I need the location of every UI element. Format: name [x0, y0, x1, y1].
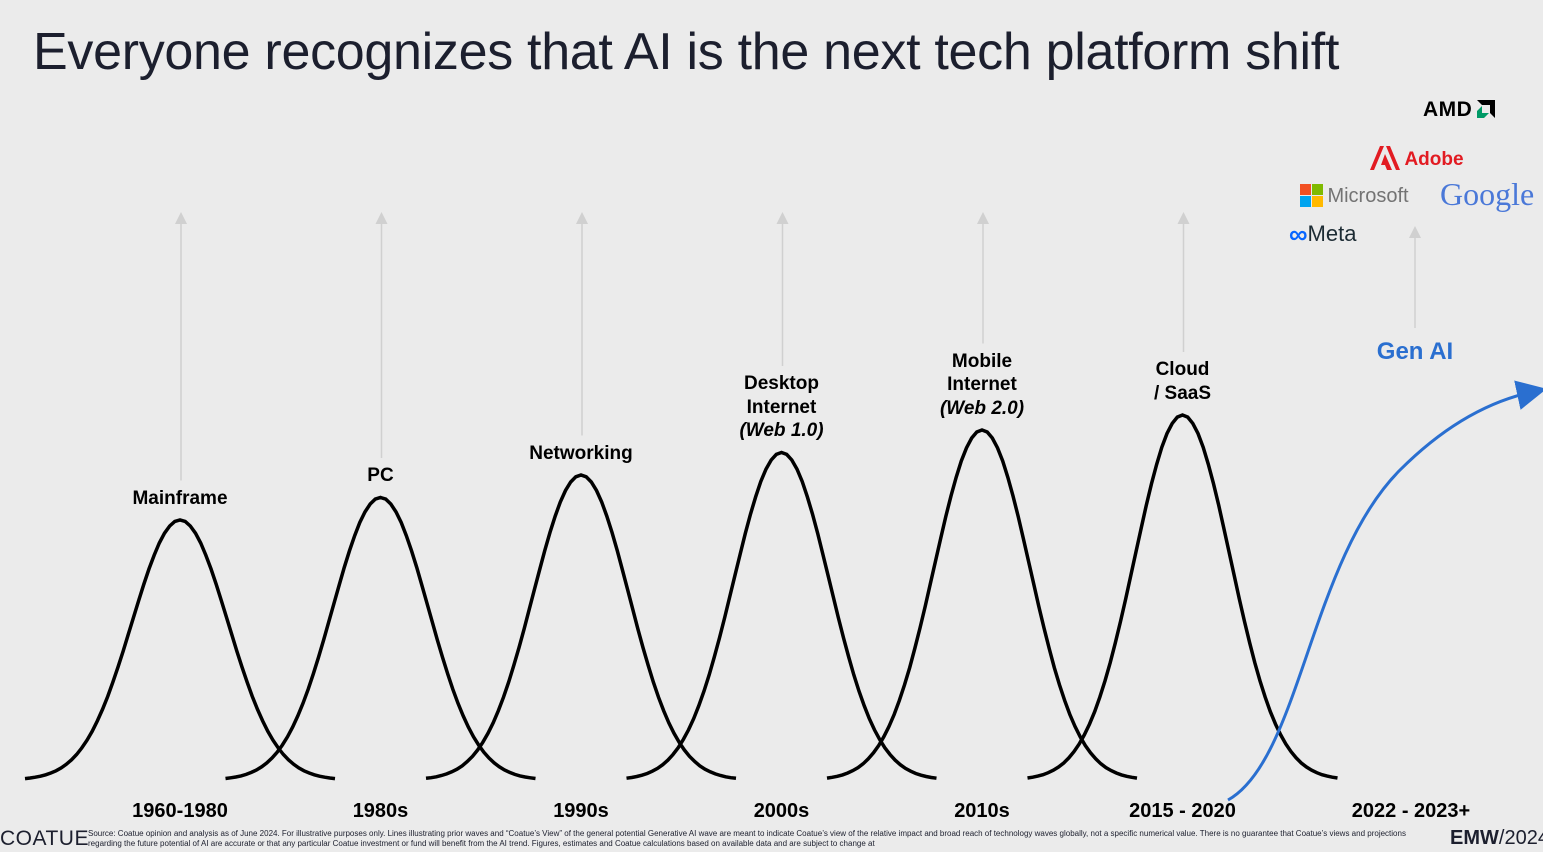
wave-period: 2000s: [753, 800, 810, 822]
adobe-logo: Adobe: [1370, 146, 1464, 171]
wave-period: 1960-1980: [132, 800, 228, 822]
google-logo-text: Google: [1440, 176, 1535, 212]
amd-logo-text: AMD: [1423, 98, 1473, 121]
wave-label: Cloud / SaaS: [1154, 358, 1211, 405]
adobe-logo-text: Adobe: [1404, 149, 1464, 170]
microsoft-icon: [1300, 184, 1323, 207]
wave-label-line: Mainframe: [132, 487, 228, 509]
wave-label-line: Networking: [529, 442, 633, 464]
footer-emw: EMW/2024: [1450, 827, 1543, 850]
footer-brand: COATUE: [0, 827, 89, 850]
wave-label-line: Internet: [947, 374, 1017, 395]
wave-curve: [225, 495, 536, 781]
wave-period: 2010s: [954, 800, 1010, 822]
wave-period: 1990s: [553, 800, 609, 822]
gen-ai-curve: [1227, 380, 1543, 802]
wave-label: Networking: [529, 442, 632, 466]
meta-logo: ∞Meta: [1289, 219, 1356, 250]
wave-curve: [425, 473, 737, 781]
meta-infinity-icon: ∞: [1289, 219, 1308, 249]
wave-label-line: Internet: [746, 396, 817, 418]
wave-label: PC: [367, 464, 393, 488]
amd-arrow-icon: [1476, 100, 1495, 118]
wave-label: Mobile Internet (Web 2.0): [940, 350, 1024, 421]
wave-curve: [1027, 413, 1338, 780]
wave-label-line: / SaaS: [1153, 382, 1212, 404]
footer-emw-year: /2024: [1498, 827, 1543, 849]
microsoft-logo: Microsoft: [1300, 184, 1409, 208]
wave-curve: [24, 518, 336, 781]
wave-label-line: Desktop: [744, 373, 819, 394]
footer-emw-bold: EMW: [1450, 827, 1499, 849]
page-title: Everyone recognizes that AI is the next …: [33, 23, 1340, 81]
wave-label-line: Mobile: [951, 350, 1013, 372]
microsoft-logo-text: Microsoft: [1327, 185, 1409, 207]
wave-label-line: Cloud: [1155, 359, 1210, 380]
meta-logo-text: Meta: [1307, 221, 1357, 246]
wave-label-line: PC: [367, 465, 394, 486]
wave-label-subtitle: (Web 2.0): [939, 397, 1025, 419]
gen-ai-period: 2022 - 2023+: [1351, 800, 1471, 822]
wave-label-subtitle: (Web 1.0): [739, 420, 824, 441]
adobe-icon: [1370, 146, 1400, 170]
wave-label: Mainframe: [132, 487, 227, 511]
wave-period: 1980s: [352, 800, 409, 822]
wave-period: 2015 - 2020: [1129, 800, 1236, 822]
amd-logo: AMD: [1423, 98, 1495, 122]
wave-curve: [626, 450, 937, 780]
wave-curve: [826, 428, 1138, 780]
gen-ai-label: Gen AI: [1376, 338, 1454, 365]
wave-label: Desktop Internet (Web 1.0): [739, 372, 823, 443]
footer-source-note: Source: Coatue opinion and analysis as o…: [88, 829, 1406, 848]
google-logo: Google: [1440, 176, 1534, 213]
